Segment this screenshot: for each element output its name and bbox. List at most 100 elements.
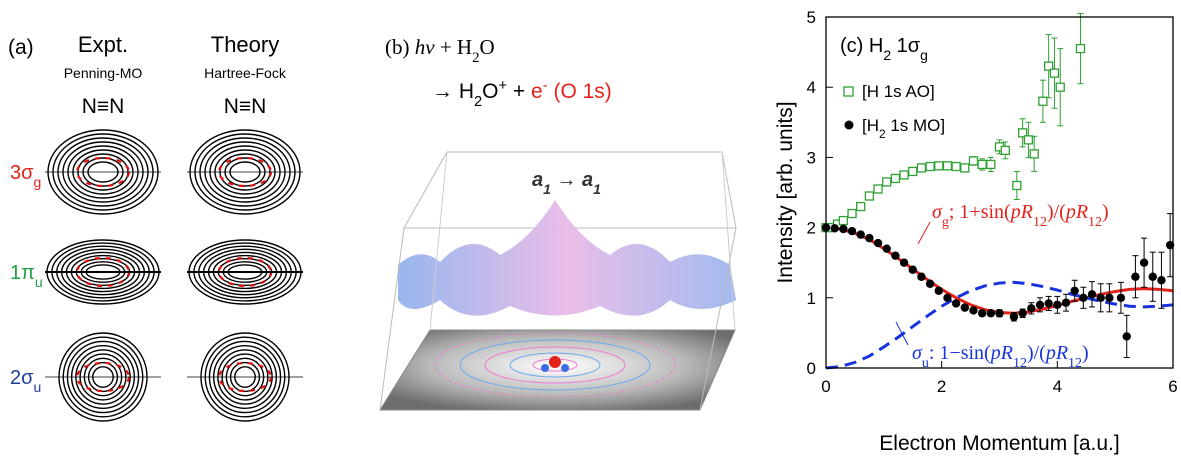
data-point [883,244,891,252]
data-point [830,224,838,232]
text-part: )/( [1027,342,1046,364]
marker [1140,259,1148,267]
marker [987,309,995,317]
data-point [1105,284,1113,312]
y-tick-label: 1 [807,289,816,308]
data-point [926,280,934,288]
marker [952,163,960,171]
x-tick-label: 6 [1168,377,1177,396]
data-point [1045,35,1053,98]
marker [865,234,873,242]
text-part: 1 [543,181,551,197]
data-point [848,210,856,218]
text-part: (b) [385,35,415,59]
data-point [1131,256,1139,298]
marker [839,217,847,225]
marker [900,171,908,179]
data-point [865,192,873,200]
text-part: 12 [1088,215,1102,230]
data-point [917,273,925,281]
data-point [874,239,882,247]
data-point [952,299,960,307]
marker [1013,181,1021,189]
text-part: )/( [1047,201,1066,223]
data-point [995,309,1003,317]
marker [935,287,943,295]
text-part: e [531,80,543,103]
data-point [891,251,899,259]
data-point [969,306,977,314]
marker [987,160,995,168]
data-point [987,157,995,171]
text-part: 2 [883,47,891,63]
marker [1039,97,1047,105]
text-part: → H [432,80,474,103]
data-point [943,162,951,170]
text-part: [H [862,116,879,135]
text-part: 2σ [10,367,34,389]
data-point [1053,296,1061,313]
orbital-label: 2σu [10,367,41,395]
y-tick-label: 2 [807,219,816,238]
data-point [857,230,865,238]
marker [1076,45,1084,53]
text-part: (O 1s) [548,80,612,103]
x-tick-label: 2 [937,377,946,396]
contour [228,272,262,279]
data-point [865,234,873,242]
reaction-line: → H2O+ + e- (O 1s) [432,78,612,110]
text-part: ) [1102,201,1109,223]
text-part: pR [1009,201,1033,223]
marker [1056,83,1064,91]
chart-title: (c) H2 1σg [840,35,928,63]
marker [848,210,856,218]
data-point [839,225,847,233]
text-part: 12 [1068,356,1082,371]
x-axis-label: Electron Momentum [a.u.] [879,432,1119,455]
marker [839,225,847,233]
data-point [909,266,917,274]
text-part: 1σ [891,35,921,57]
marker [857,230,865,238]
marker [1001,146,1009,154]
text-part: O [482,80,498,103]
page: (a) Expt. Penning-MO N≡N Theory Hartree-… [0,0,1181,457]
orbital-label: 1πu [10,262,43,290]
marker [943,294,951,302]
text-part: 12 [1033,215,1047,230]
data-point [1097,284,1105,312]
data-point [935,287,943,295]
data-point [1149,252,1157,301]
marker [1036,301,1044,309]
reaction-line: (b) hν + H2O [385,35,495,66]
data-point [874,185,882,193]
data-point [1088,282,1096,307]
marker [891,251,899,259]
text-part: 2 [474,94,482,110]
data-point [1140,238,1148,287]
marker [943,162,951,170]
panel-label: (a) [8,36,34,59]
marker [1097,294,1105,302]
data-point [900,171,908,179]
data-point [926,163,934,171]
orbital-label: 3σg [10,162,41,190]
text-part: O [479,35,494,59]
marker [883,178,891,186]
text-part: → a [551,169,593,191]
data-point [1123,315,1131,357]
data-point [961,303,969,311]
curve-label: σg; 1+sin(pR12)/(pR12) [932,201,1109,230]
marker [926,280,934,288]
text-part: 1π [10,262,35,284]
marker [978,160,986,168]
data-point [935,162,943,170]
legend-marker [844,87,853,96]
text-part: + H [435,35,473,59]
column-title: Theory [211,32,279,57]
marker [848,227,856,235]
text-part: 3σ [10,162,34,184]
marker [917,273,925,281]
text-part: u [35,274,43,290]
marker [1062,299,1070,307]
